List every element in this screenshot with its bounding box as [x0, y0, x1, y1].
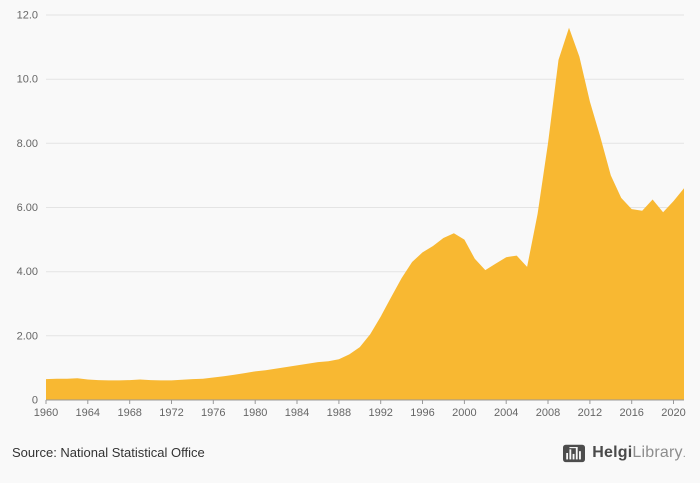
logo-text-primary: Helgi [592, 443, 633, 461]
svg-text:1988: 1988 [327, 407, 351, 419]
svg-text:2016: 2016 [619, 407, 643, 419]
svg-text:2.00: 2.00 [17, 330, 38, 342]
helgilibrary-logo-icon [563, 444, 586, 462]
helgilibrary-logo[interactable]: HelgiLibrary. [562, 442, 686, 464]
svg-text:2012: 2012 [578, 407, 602, 419]
svg-text:10.0: 10.0 [17, 74, 38, 86]
svg-text:2008: 2008 [536, 407, 560, 419]
svg-text:1972: 1972 [159, 407, 183, 419]
footer: Source: National Statistical Office Helg… [0, 430, 700, 483]
svg-text:1976: 1976 [201, 407, 225, 419]
chart-region: 0 2.00 4.00 6.00 8.00 10.0 12.0 1960 1964 1968 197… [17, 10, 686, 420]
area-chart: 0 2.00 4.00 6.00 8.00 10.0 12.0 1960 1964 1968 197… [17, 10, 686, 420]
svg-text:1996: 1996 [410, 407, 434, 419]
svg-text:1964: 1964 [76, 407, 100, 419]
helgilibrary-logo-text: HelgiLibrary. [592, 444, 686, 462]
svg-text:1960: 1960 [34, 407, 58, 419]
svg-text:0: 0 [32, 395, 38, 407]
svg-text:2020: 2020 [661, 407, 685, 419]
logo-text-suffix: . [682, 447, 686, 460]
svg-text:2004: 2004 [494, 407, 518, 419]
svg-text:4.00: 4.00 [17, 266, 38, 278]
source-text: Source: National Statistical Office [12, 445, 205, 460]
svg-text:12.0: 12.0 [17, 10, 38, 22]
logo-text-secondary: Library [632, 443, 683, 461]
svg-text:2000: 2000 [452, 407, 476, 419]
svg-text:6.00: 6.00 [17, 202, 38, 214]
svg-text:1980: 1980 [243, 407, 267, 419]
svg-text:1992: 1992 [368, 407, 392, 419]
svg-text:1984: 1984 [285, 407, 309, 419]
svg-text:1968: 1968 [117, 407, 141, 419]
svg-text:8.00: 8.00 [17, 138, 38, 150]
